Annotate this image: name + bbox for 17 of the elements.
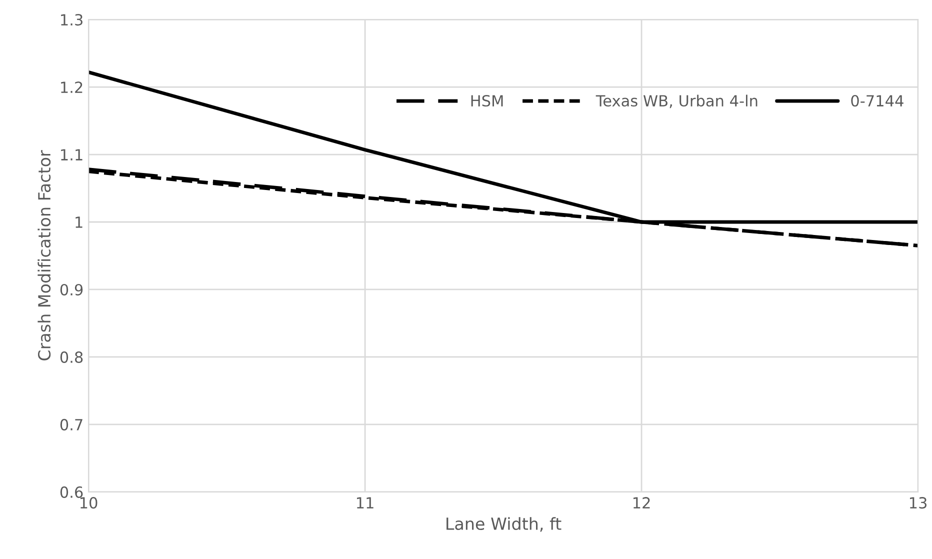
y-tick-label: 0.7 bbox=[60, 418, 82, 430]
y-tick-label: 0.6 bbox=[60, 486, 83, 498]
y-tick-label: 1.3 bbox=[61, 14, 82, 26]
x-axis-title: Lane Width, ft bbox=[446, 517, 562, 532]
y-tick-label: 1 bbox=[76, 216, 82, 228]
legend-label: HSM bbox=[471, 94, 503, 107]
x-tick-label: 12 bbox=[633, 497, 650, 508]
legend-label: Texas WB, Urban 4-ln bbox=[596, 94, 758, 108]
y-tick-label: 0.8 bbox=[60, 351, 83, 363]
x-tick-label: 11 bbox=[356, 497, 374, 508]
x-tick-label: 13 bbox=[910, 497, 927, 509]
y-axis-title: Crash Modification Factor bbox=[38, 150, 51, 360]
y-tick-label: 1.2 bbox=[61, 82, 82, 93]
legend-label: 0-7144 bbox=[851, 94, 904, 107]
x-tick-label: 10 bbox=[80, 497, 98, 509]
y-tick-label: 1.1 bbox=[61, 149, 82, 160]
y-tick-label: 0.9 bbox=[60, 284, 83, 296]
